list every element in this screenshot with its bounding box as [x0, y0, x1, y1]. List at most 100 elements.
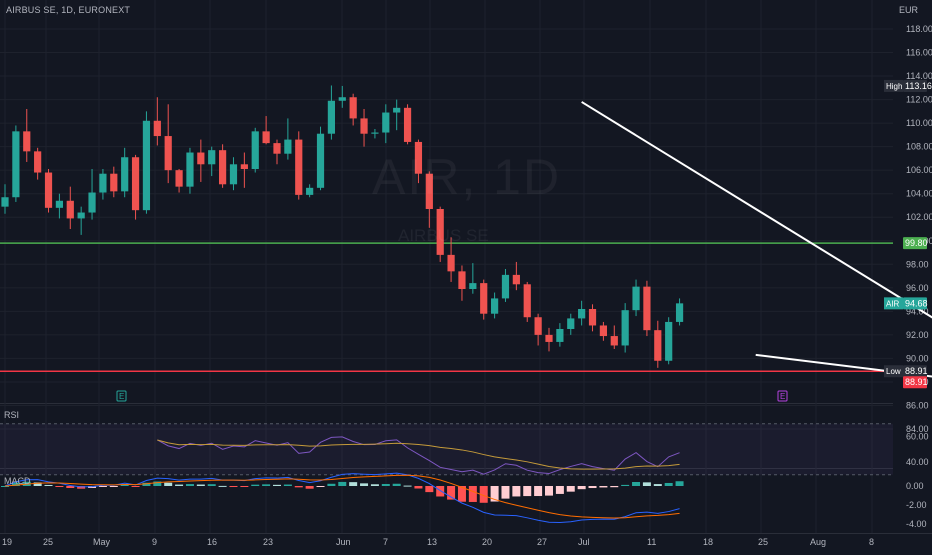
rsi-label: RSI: [4, 410, 20, 420]
macd-histogram-bar: [66, 486, 75, 488]
time-axis-label: 11: [647, 537, 656, 547]
candle-body: [316, 133, 325, 188]
macd-histogram-bar: [436, 486, 445, 497]
price-tick-label: 96.00: [906, 283, 929, 293]
price-badge-label: AIR: [886, 299, 900, 308]
price-tick-label: 92.00: [906, 330, 929, 340]
macd-histogram-bar: [360, 483, 369, 486]
time-axis-label: 18: [703, 537, 713, 547]
candle-body: [382, 112, 390, 133]
macd-histogram-bar: [316, 486, 325, 487]
macd-histogram-bar: [599, 486, 608, 488]
candle-body: [534, 317, 542, 335]
rsi-line: [157, 436, 680, 475]
macd-histogram-bar: [153, 481, 162, 486]
macd-histogram-bar: [468, 486, 477, 502]
candle-body: [371, 132, 379, 134]
time-axis-label: 19: [2, 537, 12, 547]
candle-body: [567, 318, 575, 329]
price-badge: [903, 79, 927, 92]
candle-body: [512, 274, 520, 285]
candle-body: [436, 209, 444, 255]
time-axis-label: 16: [207, 537, 217, 547]
macd-histogram-bar: [207, 484, 216, 486]
macd-histogram-bar: [185, 484, 194, 486]
time-axis-label: 13: [427, 537, 437, 547]
earnings-marker: [777, 390, 788, 402]
price-tick-label: 84.00: [906, 424, 929, 434]
price-badge: [903, 365, 927, 378]
candle-body: [480, 283, 488, 314]
macd-histogram-bar: [229, 486, 238, 487]
macd-histogram-bar: [98, 486, 107, 487]
macd-histogram-bar: [218, 485, 227, 487]
price-tick-label: 110.00: [906, 118, 932, 128]
price-tick-label: 86.00: [906, 400, 929, 410]
candle-body: [556, 329, 564, 342]
candle-body: [66, 200, 74, 219]
price-badge-value: 99.80: [905, 238, 928, 248]
macd-histogram-bar: [479, 486, 488, 503]
macd-tick-label: -4.00: [906, 519, 927, 529]
price-badge-value: 113.16: [905, 81, 932, 91]
badge-label-bg: [884, 365, 903, 378]
price-tick-label: 94.00: [906, 306, 929, 316]
candle-body: [665, 321, 673, 361]
macd-histogram-bar: [523, 486, 532, 497]
earnings-marker: [116, 390, 127, 402]
macd-histogram-bar: [338, 481, 347, 486]
time-axis-label: 25: [758, 537, 768, 547]
price-tick-label: 90.00: [906, 353, 929, 363]
candle-body: [175, 170, 183, 187]
macd-histogram-bar: [490, 486, 499, 502]
candle-body: [219, 150, 227, 185]
time-axis-label: 25: [43, 537, 53, 547]
macd-histogram-bar: [392, 483, 401, 486]
macd-histogram-bar: [457, 486, 466, 502]
time-axis-label: Jun: [336, 537, 351, 547]
candle-body: [393, 107, 401, 113]
macd-histogram-bar: [55, 486, 64, 487]
candle-body: [284, 139, 292, 154]
macd-histogram-bar: [120, 484, 129, 486]
candle-body: [229, 164, 238, 185]
badge-label-bg: [884, 79, 903, 92]
candle-body: [55, 200, 63, 208]
candle-body: [501, 274, 510, 299]
macd-histogram-bar: [251, 484, 260, 486]
macd-histogram-bar: [534, 486, 543, 497]
macd-histogram-bar: [262, 484, 271, 486]
macd-histogram-bar: [305, 486, 314, 489]
chart-title: AIRBUS SE, 1D, EURONEXT: [6, 5, 131, 15]
earnings-marker-label: E: [780, 392, 785, 401]
price-tick-label: 112.00: [906, 95, 932, 105]
macd-histogram-bar: [642, 482, 651, 486]
candle-body: [88, 192, 96, 213]
candle-body: [240, 164, 248, 169]
candle-body: [632, 286, 640, 311]
candle-body: [273, 143, 281, 154]
macd-histogram-bar: [240, 486, 249, 487]
macd-histogram-bar: [447, 486, 456, 500]
macd-histogram-bar: [566, 486, 575, 492]
macd-histogram-bar: [664, 482, 673, 486]
macd-histogram-bar: [381, 483, 390, 486]
trendline: [755, 353, 932, 378]
candle-body: [12, 131, 20, 198]
time-axis-label: Aug: [810, 537, 826, 547]
candle-body: [131, 157, 140, 211]
candle-body: [142, 120, 151, 211]
candle-body: [44, 172, 53, 208]
macd-histogram-bar: [403, 485, 412, 487]
rsi-band: [0, 423, 893, 475]
candle-body: [360, 118, 368, 134]
candle-body: [545, 334, 553, 342]
price-tick-label: 116.00: [906, 48, 932, 58]
time-axis-label: 23: [263, 537, 273, 547]
macd-histogram-bar: [11, 482, 20, 486]
candle-body: [349, 97, 357, 119]
macd-histogram-bar: [675, 481, 684, 486]
macd-histogram-bar: [131, 486, 140, 487]
candle-body: [523, 284, 531, 318]
candle-body: [295, 139, 303, 195]
